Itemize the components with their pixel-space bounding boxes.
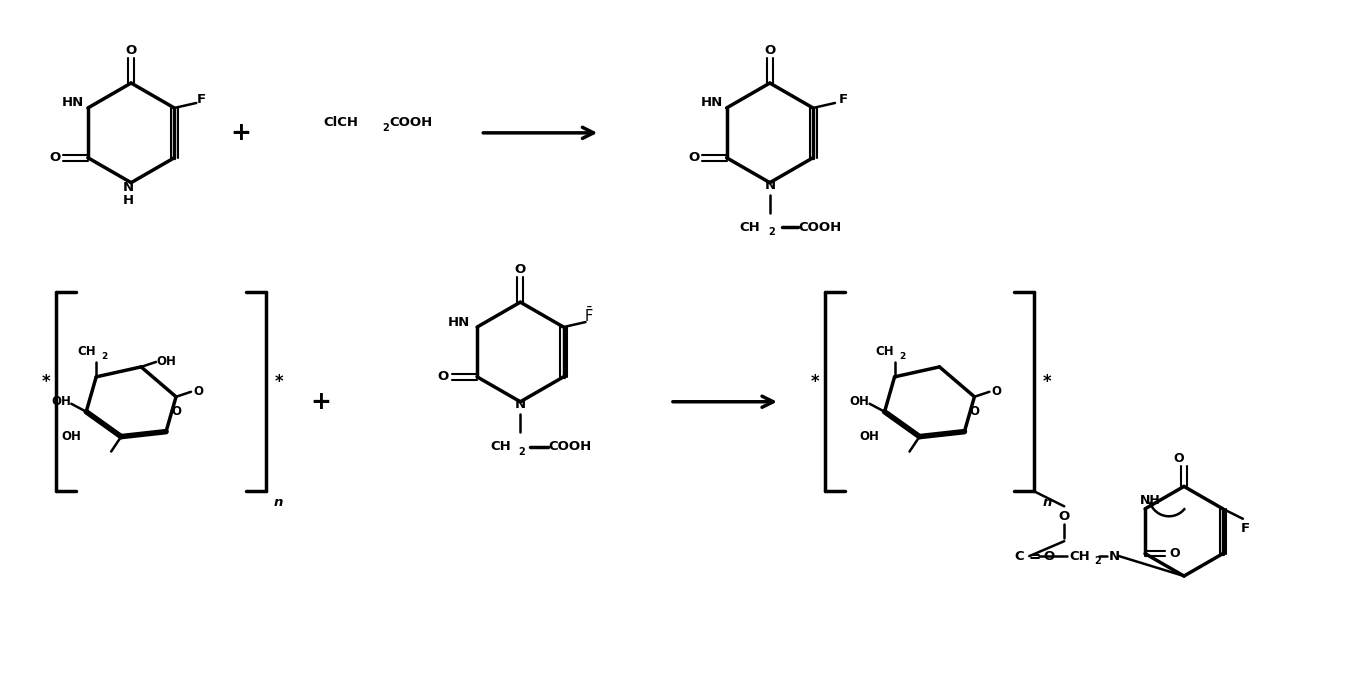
Text: OH: OH xyxy=(61,430,82,443)
Text: O: O xyxy=(172,404,181,417)
Text: O: O xyxy=(1170,547,1181,560)
Text: HN: HN xyxy=(700,96,723,110)
Text: F: F xyxy=(1241,522,1249,535)
Text: +: + xyxy=(311,389,331,414)
Text: *: * xyxy=(42,373,50,391)
Text: n: n xyxy=(1042,496,1051,509)
Text: O: O xyxy=(1174,452,1185,465)
Text: 2: 2 xyxy=(518,447,524,456)
Text: 2: 2 xyxy=(768,227,775,237)
Text: +: + xyxy=(230,121,252,145)
Text: $\bar{\mathrm{F}}$: $\bar{\mathrm{F}}$ xyxy=(584,306,594,325)
Text: COOH: COOH xyxy=(390,117,432,130)
Text: O: O xyxy=(193,385,203,398)
Text: 2: 2 xyxy=(1094,556,1100,566)
Text: 2: 2 xyxy=(383,123,390,133)
Text: O: O xyxy=(49,151,60,164)
Text: F: F xyxy=(839,93,847,106)
Text: N: N xyxy=(123,181,133,194)
Text: ClCH: ClCH xyxy=(323,117,358,130)
Text: HN: HN xyxy=(61,96,84,110)
Text: 2: 2 xyxy=(899,353,906,361)
Text: *: * xyxy=(1043,373,1051,391)
Text: N: N xyxy=(515,398,526,411)
Text: CH: CH xyxy=(876,346,893,359)
Text: O: O xyxy=(515,263,526,276)
Text: 2: 2 xyxy=(101,353,108,361)
Text: H: H xyxy=(123,194,133,207)
Text: COOH: COOH xyxy=(798,221,842,234)
Text: O: O xyxy=(970,404,979,417)
Text: O: O xyxy=(1058,509,1069,523)
Text: N: N xyxy=(764,179,775,192)
Text: CH: CH xyxy=(1069,550,1090,563)
Text: N: N xyxy=(1109,550,1120,563)
Text: CH: CH xyxy=(740,221,760,234)
Text: O: O xyxy=(1043,550,1056,563)
Text: NH: NH xyxy=(1140,494,1160,507)
Text: OH: OH xyxy=(850,396,869,409)
Text: O: O xyxy=(764,44,775,57)
Text: O: O xyxy=(992,385,1001,398)
Text: COOH: COOH xyxy=(549,440,592,453)
Text: n: n xyxy=(274,496,283,509)
Text: O: O xyxy=(125,44,136,57)
Text: O: O xyxy=(437,370,449,383)
Text: OH: OH xyxy=(859,430,880,443)
Text: C: C xyxy=(1015,550,1024,563)
Text: OH: OH xyxy=(52,396,71,409)
Text: =: = xyxy=(1028,548,1041,563)
Text: HN: HN xyxy=(448,316,470,329)
Text: CH: CH xyxy=(490,440,511,453)
Text: *: * xyxy=(810,373,819,391)
Text: *: * xyxy=(275,373,283,391)
Text: OH: OH xyxy=(157,355,176,368)
Text: F: F xyxy=(196,93,206,106)
Text: CH: CH xyxy=(76,346,95,359)
Text: O: O xyxy=(688,151,699,164)
